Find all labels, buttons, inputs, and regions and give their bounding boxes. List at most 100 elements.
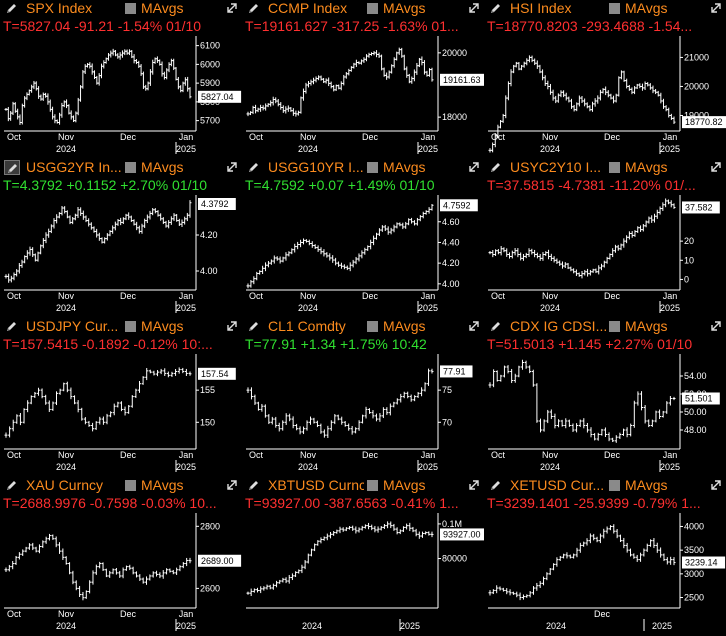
price-chart[interactable]: 20000 18000 19161.63 Oct Nov Dec Jan 2024 2025 (242, 36, 484, 159)
price-chart[interactable]: 0.1M 80000 93927.00 2024 2025 (242, 513, 484, 636)
mavgs-label[interactable]: MAvgs (625, 318, 668, 334)
ohlc-bar (406, 391, 410, 399)
price-chart[interactable]: 610060005900580057005827.04OctNovDecJan2… (0, 36, 242, 159)
chart-panel[interactable]: SPX Index MAvgs T=5827.04 -91.21 -1.54% 01… (0, 0, 242, 159)
expand-arrow-icon[interactable] (709, 1, 723, 15)
chart-panel[interactable]: CL1 Comdty MAvgs T=77.91 +1.34 +1.75% 10:4… (242, 318, 484, 477)
mavgs-checkbox[interactable] (125, 321, 136, 332)
chart-panel[interactable]: USYC2Y10 I... MAvgs T=37.5815 -4.7381 -11.… (484, 159, 726, 318)
ohlc-bar (159, 213, 163, 221)
price-chart[interactable]: 4.20 4.00 4.3792 Oct Nov Dec Jan 2024 2025 (0, 195, 242, 318)
mavgs-label[interactable]: MAvgs (625, 0, 668, 16)
pencil-icon[interactable] (488, 478, 504, 493)
pencil-icon[interactable] (4, 319, 20, 334)
chart-panel[interactable]: CDX IG CDSI... MAvgs T=51.5013 +1.145 +2.2… (484, 318, 726, 477)
price-chart[interactable]: 155 150 157.54 Oct Nov Dec Jan 2024 2025 (0, 354, 242, 477)
chart-panel[interactable]: XAU Curncy MAvgs T=2688.9976 -0.7598 -0.03… (0, 477, 242, 636)
ohlc-bar (655, 209, 659, 219)
ohlc-bar (188, 200, 192, 218)
security-name[interactable]: XETUSD Cur... (510, 477, 605, 493)
security-name[interactable]: USDJPY Cur... (26, 318, 119, 334)
ohlc-bar (7, 564, 11, 572)
pencil-icon[interactable] (246, 1, 262, 16)
mavgs-label[interactable]: MAvgs (141, 318, 184, 334)
mavgs-checkbox[interactable] (125, 480, 136, 491)
last-price-box (198, 367, 236, 380)
chart-panel[interactable]: USGG2YR In... MAvgs T=4.3792 +0.1152 +2.70… (0, 159, 242, 318)
expand-arrow-icon[interactable] (467, 319, 481, 333)
mavgs-checkbox[interactable] (367, 480, 378, 491)
y-tick-label: 2600 (200, 583, 220, 593)
chart-panel[interactable]: HSI Index MAvgs T=18770.8203 -293.4688 -1.… (484, 0, 726, 159)
mavgs-checkbox[interactable] (609, 480, 620, 491)
mavgs-label[interactable]: MAvgs (141, 0, 184, 16)
expand-arrow-icon[interactable] (467, 160, 481, 174)
mavgs-label[interactable]: MAvgs (383, 0, 426, 16)
expand-arrow-icon[interactable] (467, 1, 481, 15)
mavgs-label[interactable]: MAvgs (383, 159, 426, 175)
pencil-icon[interactable] (246, 160, 262, 175)
mavgs-checkbox[interactable] (609, 3, 620, 14)
security-name[interactable]: CDX IG CDSI... (510, 318, 606, 334)
security-name[interactable]: SPX Index (26, 0, 93, 16)
chart-panel[interactable]: USGG10YR I... MAvgs T=4.7592 +0.07 +1.49% … (242, 159, 484, 318)
ohlc-bar (548, 83, 552, 95)
ohlc-bar (68, 562, 72, 575)
mavgs-label[interactable]: MAvgs (625, 477, 668, 493)
security-name[interactable]: USYC2Y10 I... (510, 159, 602, 175)
expand-arrow-icon[interactable] (709, 478, 723, 492)
expand-arrow-icon[interactable] (225, 160, 239, 174)
mavgs-label[interactable]: MAvgs (141, 159, 184, 175)
security-name[interactable]: USGG2YR In... (26, 159, 122, 175)
ohlc-bar (378, 413, 382, 422)
price-chart[interactable]: 20 10 0 37.582 Oct Nov Dec Jan 2024 2025 (484, 195, 726, 318)
expand-arrow-icon[interactable] (225, 319, 239, 333)
expand-arrow-icon[interactable] (709, 319, 723, 333)
pencil-icon[interactable] (488, 160, 504, 175)
expand-arrow-icon[interactable] (225, 1, 239, 15)
ohlc-bar (585, 538, 589, 546)
ohlc-bar (97, 73, 101, 86)
price-chart[interactable]: 4.60 4.40 4.20 4.00 4.7592 Oct Nov Dec Jan 2024 20… (242, 195, 484, 318)
pencil-icon[interactable] (4, 160, 20, 175)
expand-arrow-icon[interactable] (467, 478, 481, 492)
security-name[interactable]: XAU Curncy (26, 477, 104, 493)
mavgs-label[interactable]: MAvgs (383, 318, 426, 334)
ohlc-bar (259, 586, 263, 594)
chart-panel[interactable]: XBTUSD Curncy MAvgs T=93927.00 -387.6563 -… (242, 477, 484, 636)
mavgs-label[interactable]: MAvgs (625, 159, 668, 175)
security-name[interactable]: USGG10YR I... (268, 159, 364, 175)
pencil-icon[interactable] (488, 319, 504, 334)
mavgs-checkbox[interactable] (609, 162, 620, 173)
chart-panel[interactable]: CCMP Index MAvgs T=19161.627 -317.25 -1.63… (242, 0, 484, 159)
chart-panel[interactable]: XETUSD Cur... MAvgs T=3239.1401 -25.9399 -… (484, 477, 726, 636)
mavgs-checkbox[interactable] (609, 321, 620, 332)
pencil-icon[interactable] (488, 1, 504, 16)
ohlc-bar (22, 408, 26, 424)
expand-arrow-icon[interactable] (225, 478, 239, 492)
pencil-icon[interactable] (4, 1, 20, 16)
price-chart[interactable]: 2800 2600 2689.00 Oct Nov Dec Jan 2024 2025 (0, 513, 242, 636)
price-chart[interactable]: 54.0052.0050.0048.0051.501OctNovDecJan20… (484, 354, 726, 477)
mavgs-checkbox[interactable] (367, 3, 378, 14)
security-name[interactable]: HSI Index (510, 0, 572, 16)
chart-panel[interactable]: USDJPY Cur... MAvgs T=157.5415 -0.1892 -0.… (0, 318, 242, 477)
price-chart[interactable]: 75 70 77.91 Oct Nov Dec Jan 2024 2025 (242, 354, 484, 477)
security-name[interactable]: CL1 Comdty (268, 318, 346, 334)
ohlc-bar (625, 78, 629, 89)
security-name[interactable]: CCMP Index (268, 0, 348, 16)
mavgs-checkbox[interactable] (367, 321, 378, 332)
pencil-icon[interactable] (4, 478, 20, 493)
pencil-icon[interactable] (246, 319, 262, 334)
ohlc-bar (260, 403, 264, 412)
mavgs-checkbox[interactable] (367, 162, 378, 173)
security-name[interactable]: XBTUSD Curncy (268, 477, 364, 493)
mavgs-label[interactable]: MAvgs (141, 477, 184, 493)
price-chart[interactable]: 4000 3500 3000 2500 3239.14 Dec 2024 2025 (484, 513, 726, 636)
mavgs-checkbox[interactable] (125, 3, 136, 14)
pencil-icon[interactable] (246, 478, 262, 493)
expand-arrow-icon[interactable] (709, 160, 723, 174)
mavgs-checkbox[interactable] (125, 162, 136, 173)
mavgs-label[interactable]: MAvgs (383, 477, 426, 493)
